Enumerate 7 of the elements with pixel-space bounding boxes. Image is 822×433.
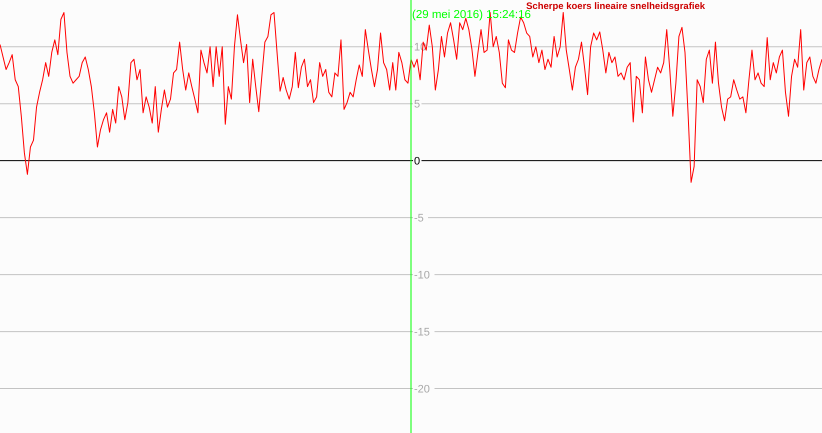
y-tick-label: -10 xyxy=(414,269,430,282)
y-tick-label: 0 xyxy=(414,156,420,168)
y-tick-label: -5 xyxy=(414,212,424,224)
y-tick-label: 5 xyxy=(414,98,420,111)
y-tick-label: -15 xyxy=(414,326,430,338)
y-tick-label: -20 xyxy=(414,383,430,396)
chart-title: Scherpe koers lineaire snelheidsgrafiek xyxy=(526,1,706,12)
